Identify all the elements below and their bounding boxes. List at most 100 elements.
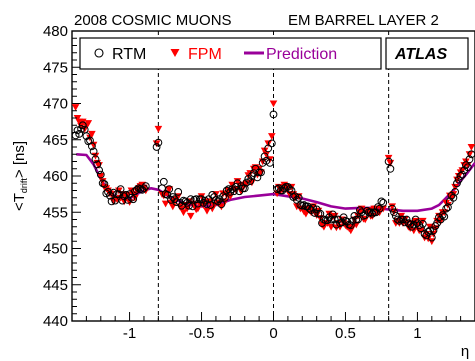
- legend-rtm-label: RTM: [112, 46, 146, 63]
- fpm-point: [186, 212, 195, 220]
- rtm-point: [300, 201, 308, 209]
- rtm-point: [429, 226, 438, 235]
- fpm-point: [233, 178, 242, 185]
- y-tick-label: 475: [43, 59, 68, 76]
- rtm-point: [212, 196, 220, 204]
- rtm-point: [294, 193, 303, 202]
- rtm-point: [454, 175, 463, 184]
- rtm-point: [408, 222, 416, 231]
- y-tick-label: 445: [43, 277, 68, 294]
- rtm-point: [417, 224, 425, 233]
- rtm-point: [116, 185, 125, 194]
- atlas-label: ATLAS: [394, 46, 447, 63]
- rtm-point: [442, 204, 451, 213]
- rtm-point: [409, 220, 418, 229]
- fpm-point: [161, 200, 170, 208]
- rtm-point: [463, 163, 472, 172]
- rtm-point: [291, 192, 300, 201]
- rtm-point: [93, 160, 102, 169]
- rtm-point: [366, 208, 375, 217]
- rtm-point: [386, 164, 395, 173]
- fpm-point: [269, 100, 278, 108]
- rtm-point: [354, 215, 362, 224]
- legend-box: [79, 37, 382, 70]
- legend-rtm-marker: [94, 48, 104, 58]
- rtm-point: [104, 188, 112, 196]
- y-tick-label: 450: [43, 241, 68, 258]
- fpm-point: [465, 151, 474, 159]
- rtm-point: [422, 231, 431, 240]
- fpm-point: [224, 187, 233, 195]
- y-axis-title-tail: > [ns]: [11, 141, 28, 178]
- rtm-point: [330, 215, 339, 224]
- rtm-point: [368, 209, 377, 218]
- x-tick-label: 0: [269, 325, 277, 342]
- rtm-point: [75, 130, 84, 138]
- legend-fpm-label: FPM: [188, 46, 222, 63]
- rtm-point: [328, 210, 337, 219]
- fpm-point: [154, 125, 163, 133]
- rtm-point: [91, 155, 100, 164]
- fpm-point: [179, 209, 188, 217]
- fpm-point: [203, 207, 211, 215]
- fpm-point: [88, 130, 96, 138]
- rtm-point: [424, 227, 433, 236]
- rtm-point: [267, 139, 276, 148]
- rtm-point: [203, 200, 211, 209]
- rtm-point: [285, 185, 294, 194]
- rtm-point: [89, 147, 98, 156]
- rtm-point: [240, 184, 249, 193]
- rtm-point: [449, 193, 458, 202]
- rtm-point: [86, 136, 94, 145]
- rtm-point: [253, 173, 262, 182]
- rtm-point: [192, 195, 201, 204]
- rtm-point: [338, 218, 346, 227]
- y-tick-label: 440: [43, 313, 68, 330]
- rtm-point: [395, 217, 404, 225]
- rtm-point: [257, 168, 265, 177]
- rtm-point: [96, 170, 105, 179]
- rtm-point: [217, 200, 226, 209]
- rtm-point: [426, 226, 434, 235]
- rtm-point: [77, 124, 85, 133]
- rtm-point: [201, 196, 210, 205]
- rtm-point: [88, 142, 96, 151]
- rtm-point: [269, 110, 278, 119]
- x-axis-title: η: [461, 343, 469, 360]
- y-tick-label: 480: [43, 23, 68, 40]
- y-axis-title-main: <T: [11, 193, 28, 211]
- y-axis-title-sub: drift: [19, 178, 29, 194]
- legend: RTM FPM Prediction: [79, 37, 382, 70]
- fpm-point: [368, 212, 377, 220]
- rtm-point: [346, 221, 355, 230]
- fpm-point: [302, 210, 310, 218]
- rtm-point: [462, 161, 470, 170]
- rtm-point: [348, 217, 357, 225]
- rtm-point: [129, 195, 138, 204]
- rtm-point: [100, 180, 109, 188]
- rtm-point: [316, 209, 325, 218]
- fpm-point: [84, 120, 93, 127]
- fpm-point: [217, 203, 226, 211]
- rtm-point: [332, 220, 341, 229]
- rtm-point: [206, 201, 215, 209]
- rtm-point: [186, 195, 195, 204]
- rtm-point: [154, 138, 163, 147]
- atlas-label-box: [385, 37, 469, 70]
- rtm-point: [390, 208, 398, 217]
- rtm-point: [427, 233, 436, 242]
- module-boundary-lines: [157, 31, 390, 321]
- fpm-point: [428, 238, 436, 246]
- fpm-point: [165, 186, 173, 193]
- rtm-point: [393, 215, 402, 224]
- rtm-point: [373, 203, 382, 212]
- rtm-point: [132, 185, 141, 194]
- fpm-point: [71, 104, 80, 111]
- rtm-point: [163, 191, 172, 199]
- rtm-point: [264, 144, 273, 153]
- chart-title-left: 2008 COSMIC MUONS: [74, 12, 232, 29]
- rtm-point: [309, 204, 318, 212]
- rtm-point: [411, 215, 420, 224]
- rtm-point: [458, 170, 467, 179]
- rtm-point: [118, 196, 127, 205]
